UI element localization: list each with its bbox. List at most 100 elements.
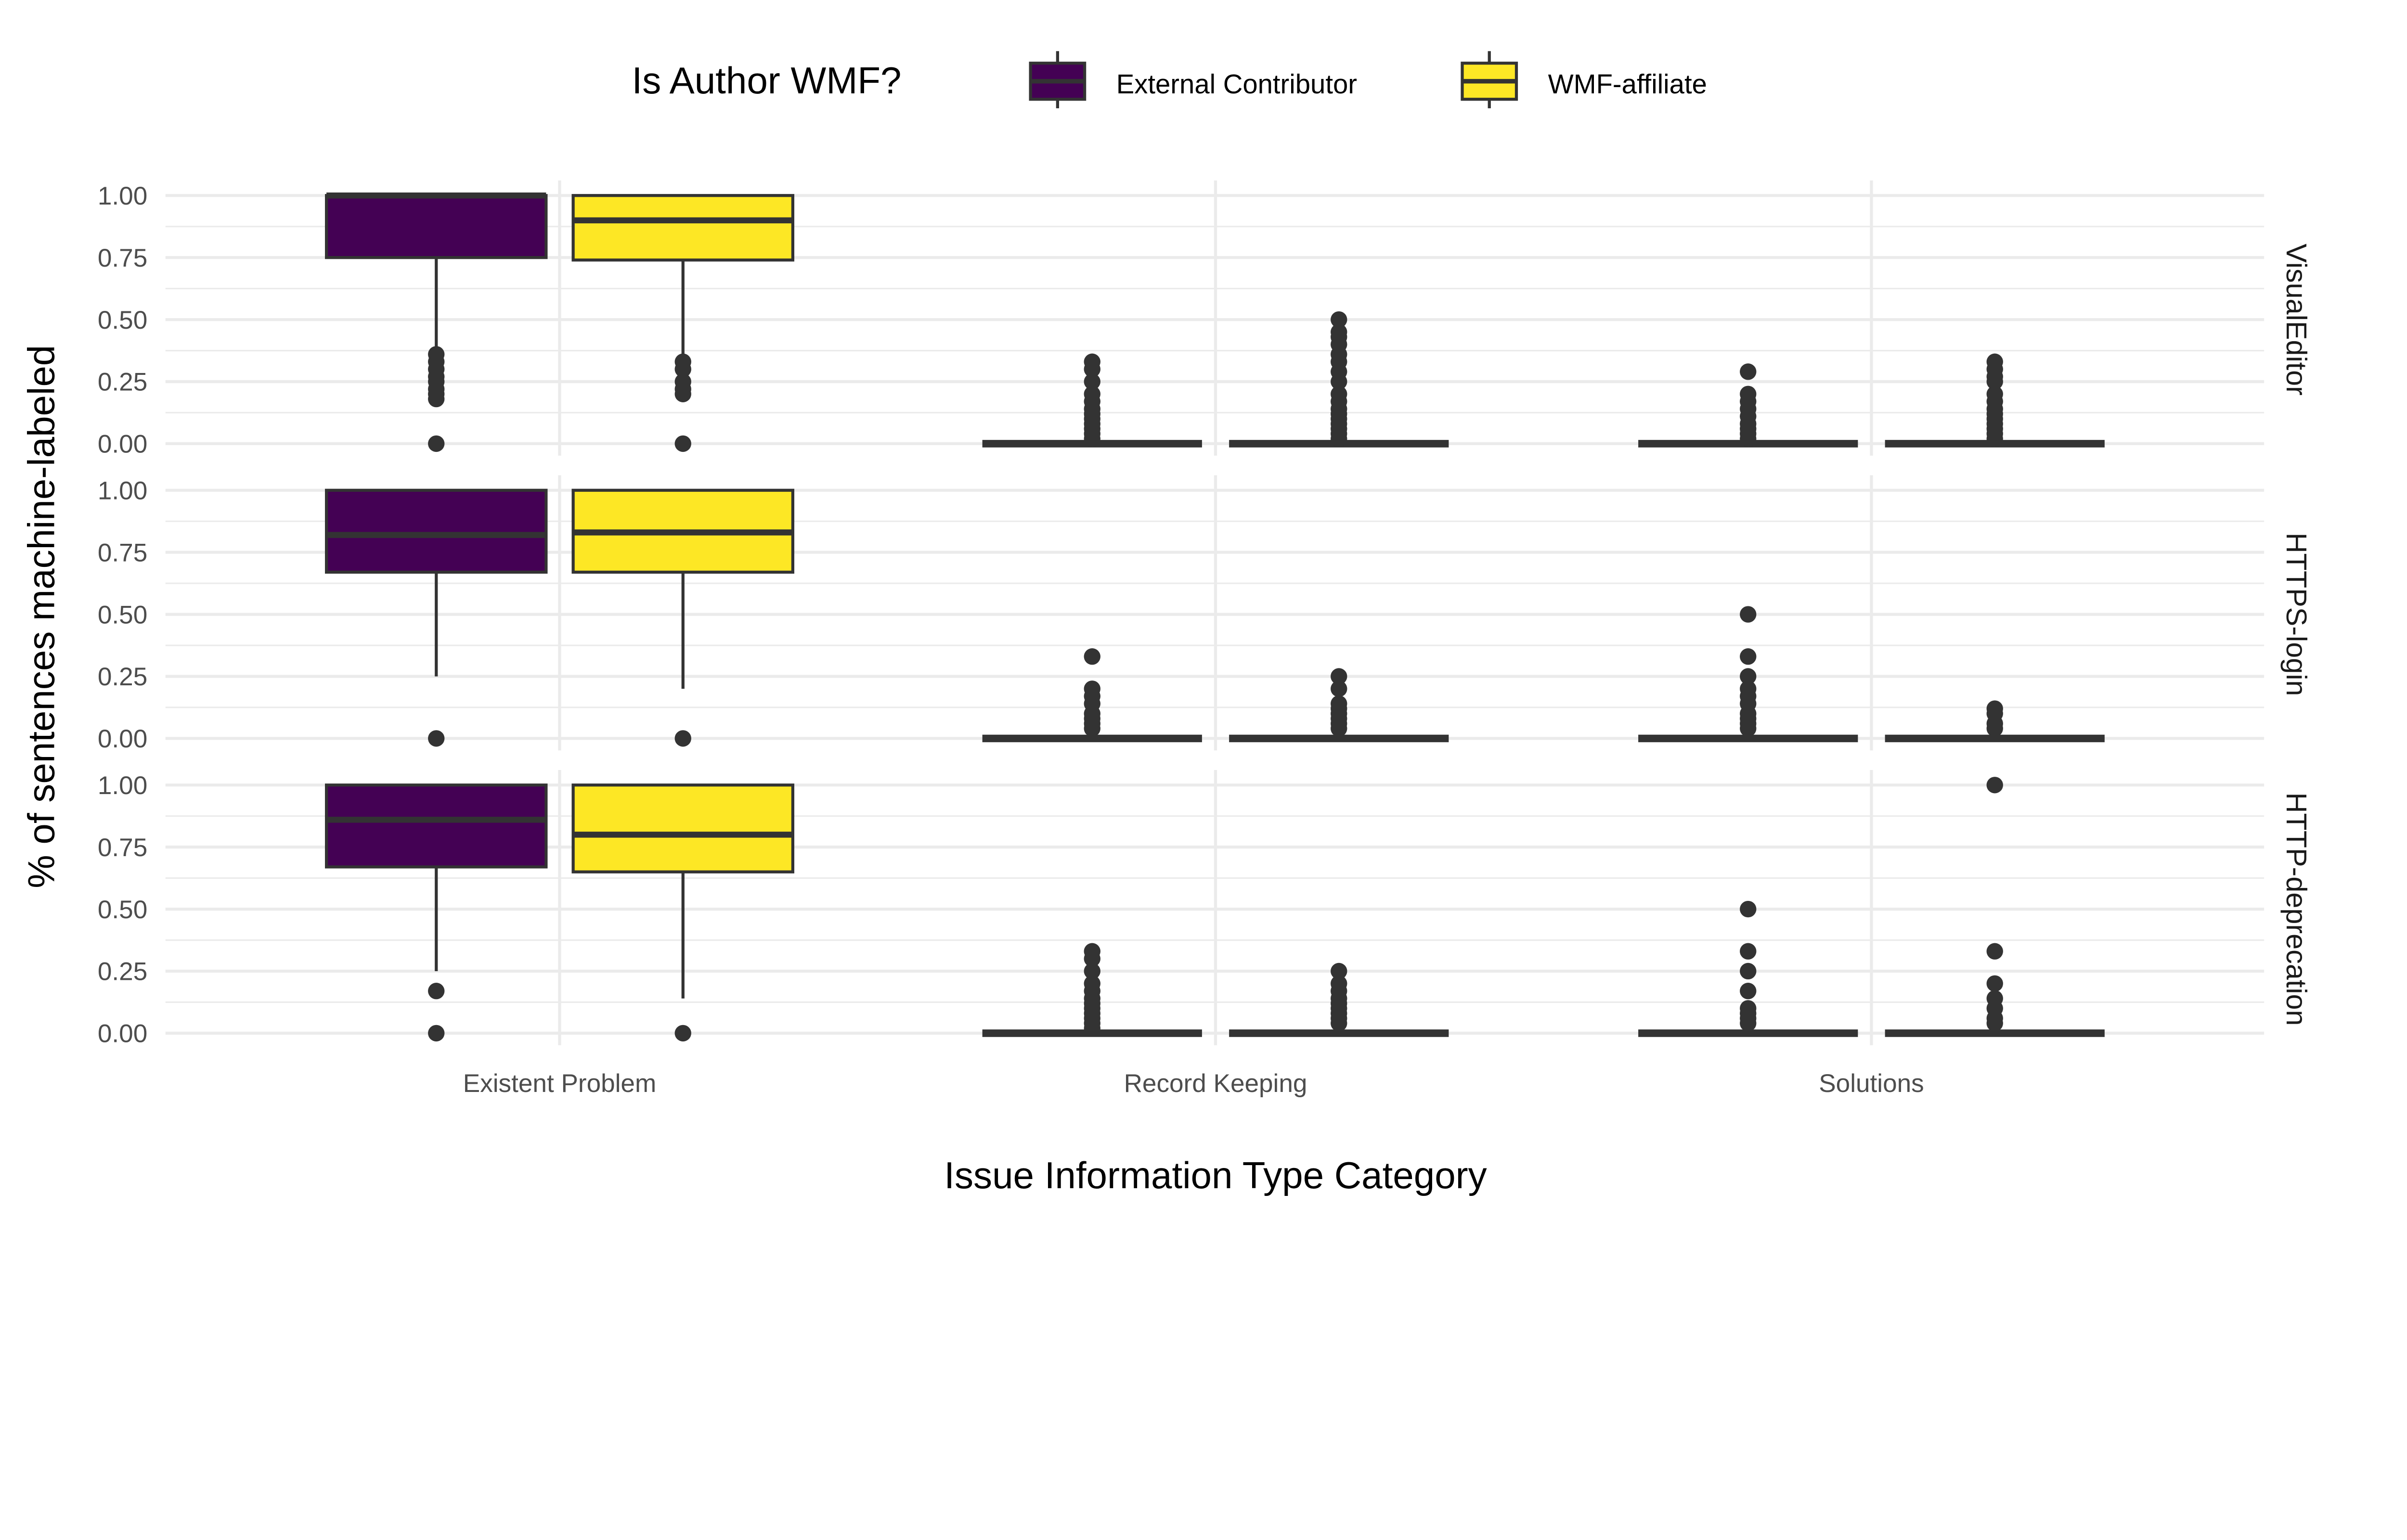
y-tick-label: 1.00 bbox=[98, 771, 147, 800]
outlier-point bbox=[428, 435, 445, 452]
box-external bbox=[325, 488, 548, 747]
outlier-point bbox=[1740, 430, 1757, 447]
y-tick-label: 1.00 bbox=[98, 477, 147, 505]
outlier-point bbox=[1986, 777, 2003, 794]
box-body bbox=[571, 783, 794, 873]
x-tick-label: Existent Problem bbox=[463, 1069, 656, 1098]
y-tick-label: 0.00 bbox=[98, 725, 147, 753]
x-tick-label: Solutions bbox=[1819, 1069, 1924, 1098]
box-external bbox=[1638, 363, 1858, 448]
box-wmf bbox=[571, 194, 794, 452]
box-wmf bbox=[1885, 777, 2105, 1037]
legend-label-wmf: WMF-affiliate bbox=[1548, 69, 1707, 99]
box-wmf bbox=[571, 783, 794, 1042]
legend-label-external: External Contributor bbox=[1116, 69, 1357, 99]
box-wmf bbox=[1885, 353, 2105, 448]
box-external bbox=[1638, 606, 1858, 743]
outlier-point bbox=[428, 983, 445, 1000]
outlier-point bbox=[674, 361, 691, 378]
outlier-point bbox=[1740, 900, 1757, 918]
outlier-point bbox=[1740, 720, 1757, 737]
facet-panel: 0.00 0.25 0.50 0.75 1.00 HTTP-deprecation bbox=[98, 770, 2313, 1048]
box-wmf bbox=[1229, 668, 1449, 743]
outlier-point bbox=[1740, 983, 1757, 1000]
facet-strip-label: HTTP-deprecation bbox=[2280, 793, 2313, 1026]
outlier-point bbox=[1331, 430, 1347, 447]
box-external bbox=[982, 648, 1202, 743]
outlier-point bbox=[1740, 668, 1757, 685]
legend-key-external bbox=[1029, 51, 1087, 108]
facet-panel: 0.00 0.25 0.50 0.75 1.00 HTTPS-login bbox=[98, 475, 2313, 753]
y-tick-label: 0.00 bbox=[98, 1020, 147, 1048]
outlier-point bbox=[1740, 363, 1757, 380]
y-tick-label: 0.75 bbox=[98, 539, 147, 567]
legend-key-wmf bbox=[1461, 51, 1518, 108]
outlier-point bbox=[1740, 648, 1757, 665]
box-wmf bbox=[571, 488, 794, 747]
box-external bbox=[982, 943, 1202, 1037]
outlier-point bbox=[1986, 1015, 2003, 1032]
outlier-point bbox=[1986, 975, 2003, 992]
outlier-point bbox=[428, 730, 445, 747]
outlier-point bbox=[1331, 373, 1347, 390]
outlier-point bbox=[1084, 1020, 1100, 1037]
outlier-point bbox=[1331, 720, 1347, 737]
outlier-point bbox=[1986, 720, 2003, 737]
box-external bbox=[982, 353, 1202, 448]
box-external bbox=[325, 783, 548, 1042]
y-tick-label: 0.75 bbox=[98, 834, 147, 862]
box-external bbox=[325, 192, 548, 452]
x-axis-title: Issue Information Type Category bbox=[944, 1154, 1487, 1196]
outlier-point bbox=[674, 435, 691, 452]
box-body bbox=[571, 194, 794, 262]
y-tick-label: 0.50 bbox=[98, 896, 147, 924]
legend: Is Author WMF? External Contributor WMF-… bbox=[632, 51, 1707, 108]
outlier-point bbox=[1084, 950, 1100, 967]
outlier-point bbox=[1331, 962, 1347, 980]
y-tick-label: 0.50 bbox=[98, 601, 147, 629]
y-tick-label: 0.00 bbox=[98, 430, 147, 459]
outlier-point bbox=[674, 1025, 691, 1042]
y-axis-title: % of sentences machine-labeled bbox=[20, 345, 63, 888]
boxplot-chart: Is Author WMF? External Contributor WMF-… bbox=[20, 51, 2313, 1196]
legend-title: Is Author WMF? bbox=[632, 59, 902, 102]
outlier-point bbox=[1331, 1015, 1347, 1032]
box-wmf bbox=[1229, 962, 1449, 1037]
box-external bbox=[1638, 900, 1858, 1037]
outlier-point bbox=[1084, 648, 1100, 665]
outlier-point bbox=[1331, 668, 1347, 685]
outlier-point bbox=[1331, 680, 1347, 697]
outlier-point bbox=[1084, 430, 1100, 447]
facet-strip-label: HTTPS-login bbox=[2280, 533, 2313, 696]
outlier-point bbox=[1740, 962, 1757, 980]
outlier-point bbox=[1740, 606, 1757, 623]
box-body bbox=[325, 194, 548, 259]
outlier-point bbox=[428, 390, 445, 408]
outlier-point bbox=[428, 1025, 445, 1042]
outlier-point bbox=[674, 385, 691, 402]
outlier-point bbox=[1986, 373, 2003, 390]
x-tick-label: Record Keeping bbox=[1124, 1069, 1307, 1098]
outlier-point bbox=[1331, 311, 1347, 328]
box-body bbox=[325, 488, 548, 574]
facet-panel: 0.00 0.25 0.50 0.75 1.00 VisualEditor bbox=[98, 180, 2313, 459]
outlier-point bbox=[1986, 943, 2003, 960]
y-tick-label: 1.00 bbox=[98, 182, 147, 210]
y-tick-label: 0.25 bbox=[98, 368, 147, 397]
outlier-point bbox=[1986, 430, 2003, 447]
outlier-point bbox=[1084, 361, 1100, 378]
outlier-point bbox=[1084, 373, 1100, 390]
outlier-point bbox=[1740, 1015, 1757, 1032]
box-wmf bbox=[1885, 700, 2105, 743]
outlier-point bbox=[1084, 962, 1100, 980]
outlier-point bbox=[674, 730, 691, 747]
outlier-point bbox=[1740, 943, 1757, 960]
y-tick-label: 0.25 bbox=[98, 958, 147, 986]
y-tick-label: 0.50 bbox=[98, 306, 147, 334]
y-tick-label: 0.25 bbox=[98, 663, 147, 691]
outlier-point bbox=[1084, 720, 1100, 737]
facet-strip-label: VisualEditor bbox=[2280, 244, 2313, 396]
box-wmf bbox=[1229, 311, 1449, 448]
box-body bbox=[325, 783, 548, 869]
y-tick-label: 0.75 bbox=[98, 244, 147, 272]
